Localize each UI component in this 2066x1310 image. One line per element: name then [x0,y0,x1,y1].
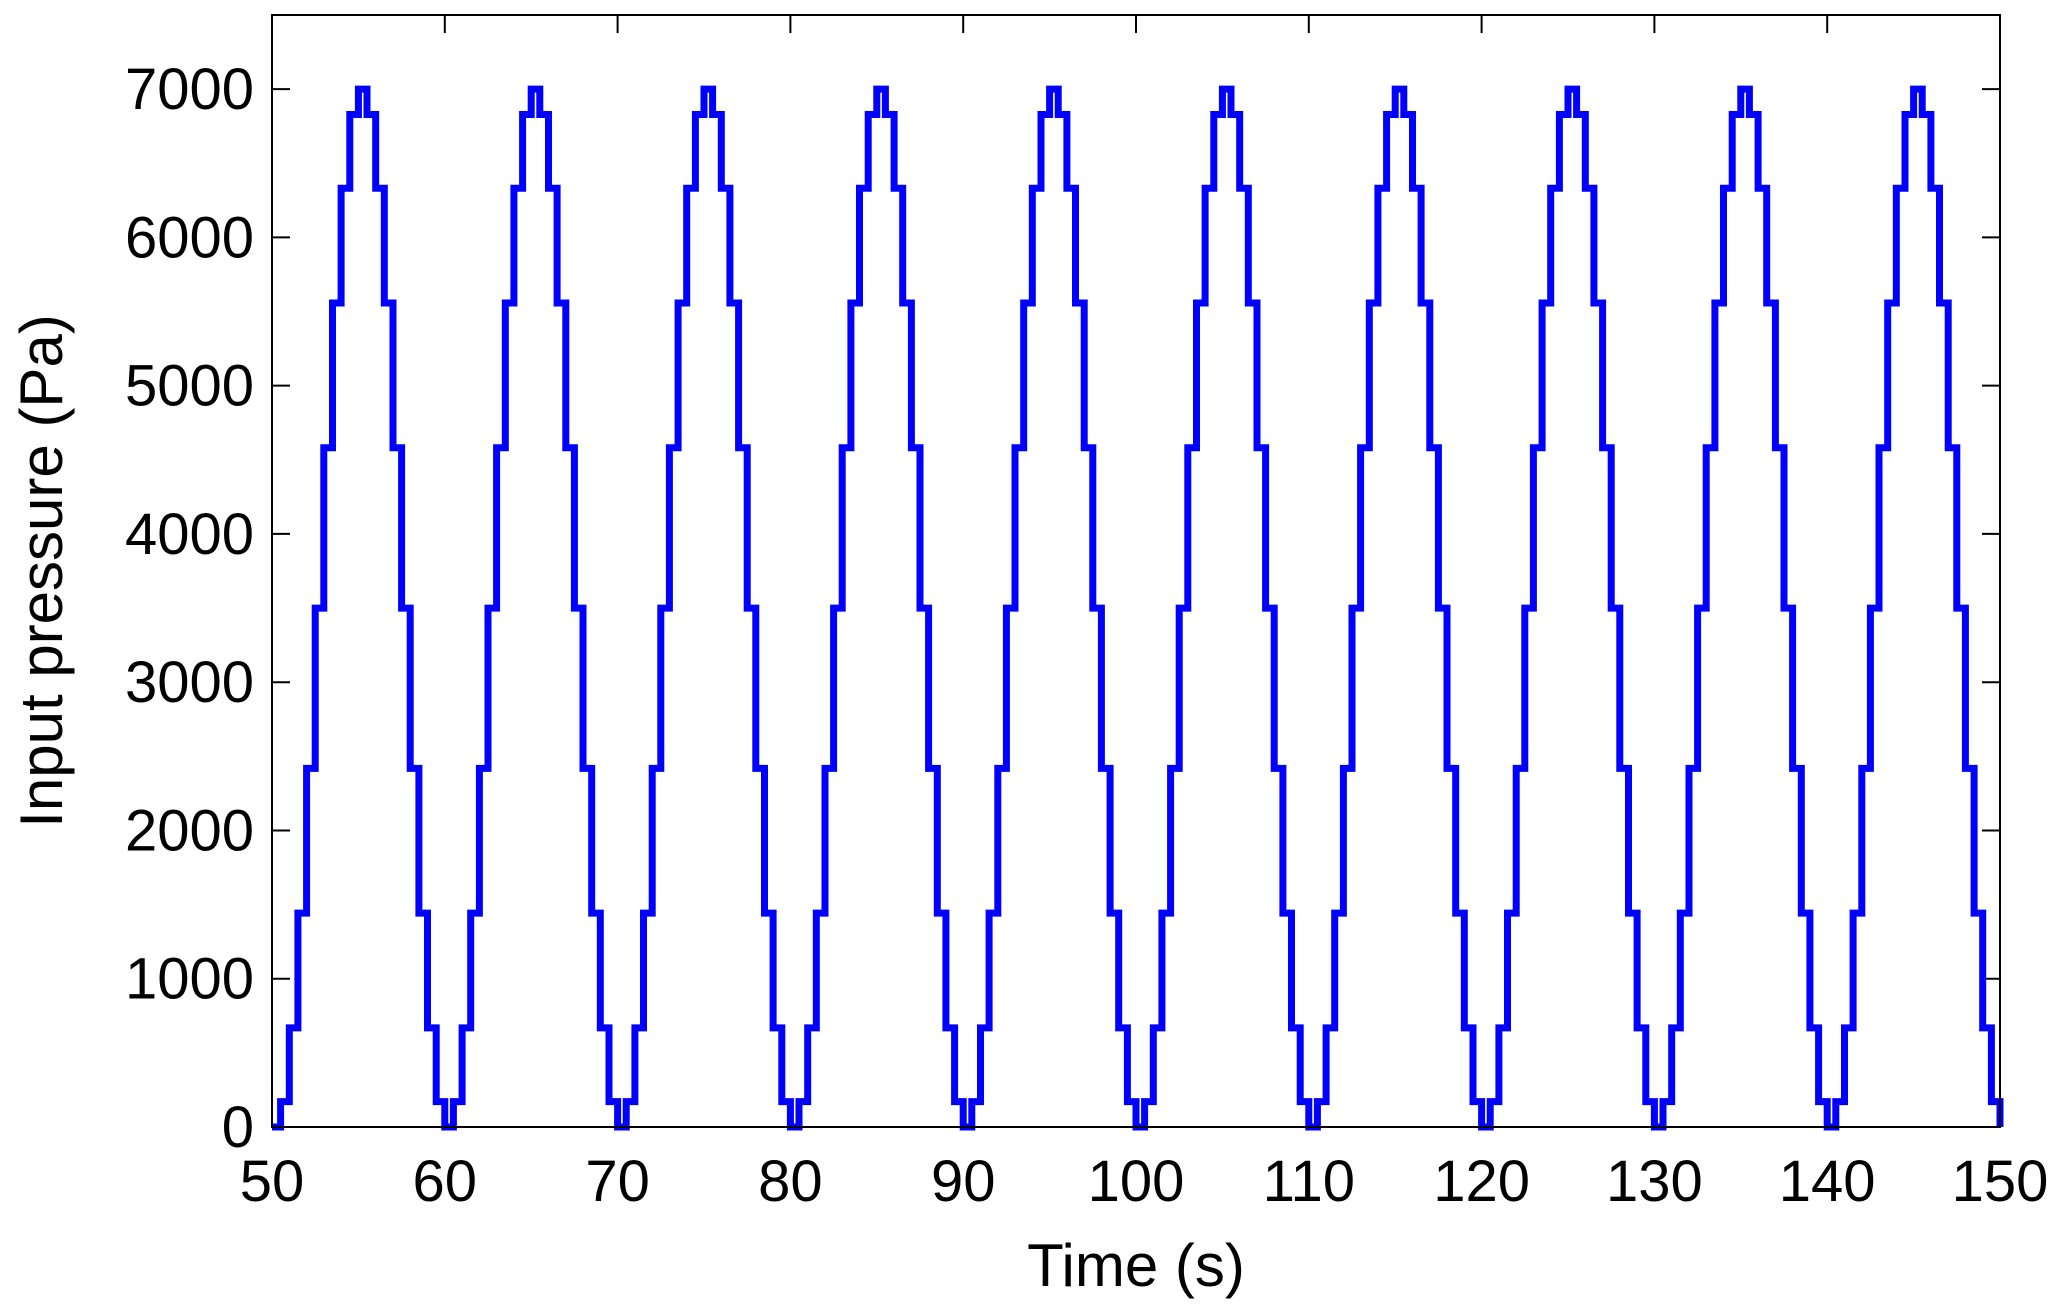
x-tick-label: 100 [1088,1149,1185,1214]
x-tick-label: 80 [758,1149,823,1214]
x-tick-label: 130 [1606,1149,1703,1214]
y-tick-label: 5000 [125,354,254,419]
x-tick-labels: 50 60 70 80 90 100 110 120 130 140 150 [240,1149,2049,1214]
x-tick-label: 110 [1263,1149,1355,1214]
y-tick-label: 2000 [125,798,254,863]
x-tick-label: 70 [585,1149,650,1214]
y-axis-title: Input pressure (Pa) [8,314,75,828]
x-tick-label: 150 [1952,1149,2049,1214]
y-tick-label: 4000 [125,502,254,567]
y-tick-labels: 0 1000 2000 3000 4000 5000 6000 7000 [125,57,254,1160]
y-tick-label: 0 [222,1095,254,1160]
x-tick-label: 90 [931,1149,996,1214]
y-tick-label: 3000 [125,650,254,715]
x-tick-label: 60 [413,1149,478,1214]
x-tick-label: 140 [1779,1149,1876,1214]
plot-frame [271,14,2001,1128]
plot-background [272,15,2000,1127]
x-tick-label: 120 [1433,1149,1530,1214]
y-tick-label: 6000 [125,205,254,270]
x-axis-title: Time (s) [1027,1232,1245,1299]
y-tick-label: 7000 [125,57,254,122]
y-tick-label: 1000 [125,947,254,1012]
x-tick-label: 50 [240,1149,305,1214]
